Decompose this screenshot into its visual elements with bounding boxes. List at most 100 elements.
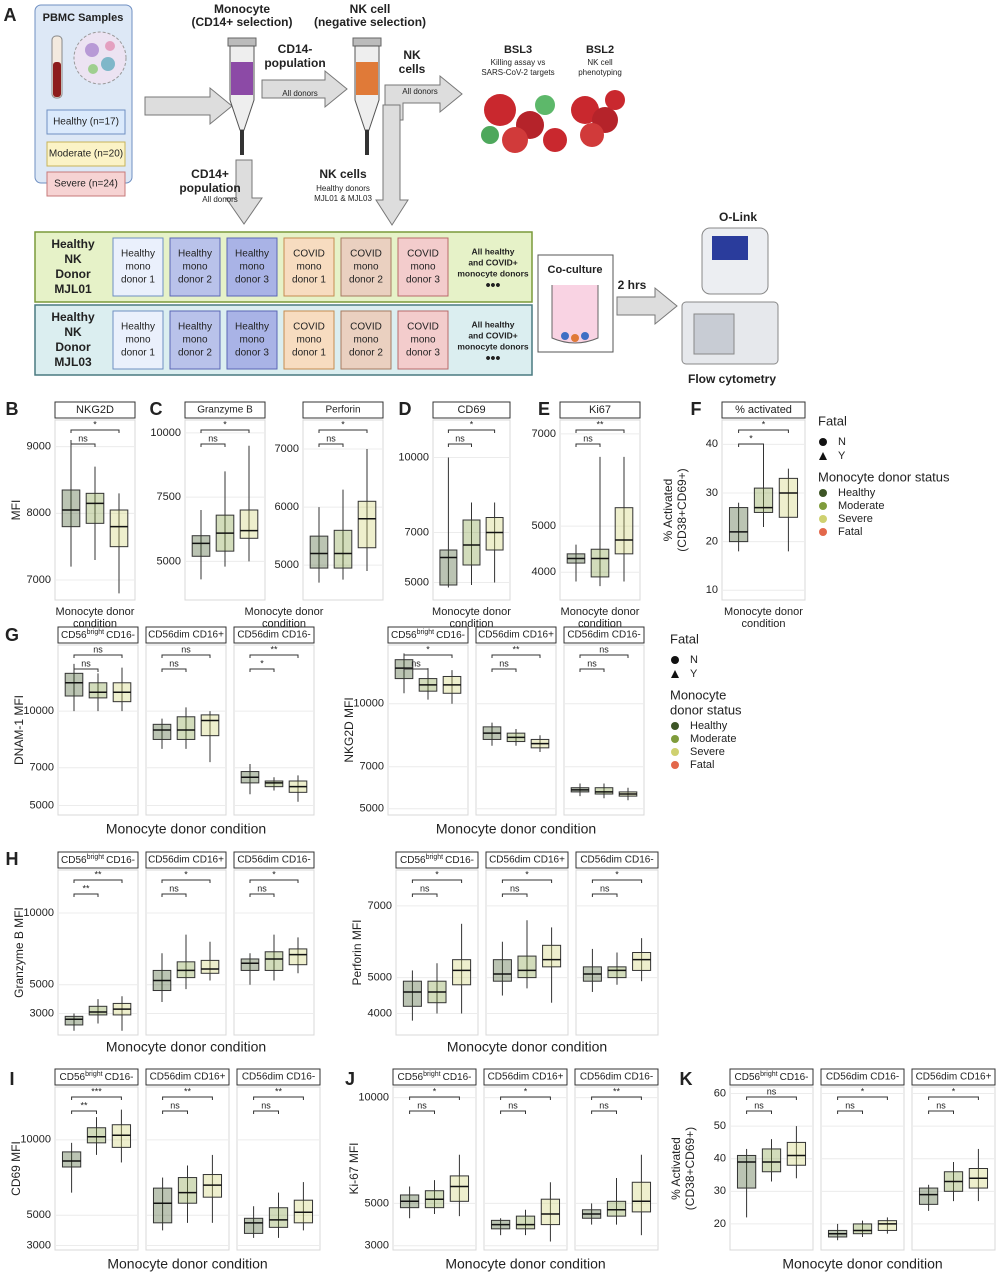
sig-label: ** <box>94 869 102 879</box>
box <box>288 948 308 966</box>
sig-label: ns <box>257 883 267 893</box>
facet-title: CD56dim CD16- <box>567 630 640 641</box>
y-tick-label: 7000 <box>405 526 429 538</box>
label: donor 2 <box>178 348 212 359</box>
legend-label: N <box>690 654 698 666</box>
facet-strip <box>184 401 266 419</box>
label: Healthy <box>178 249 212 260</box>
facet-title: CD56dim CD16+ <box>488 1072 564 1083</box>
mono-box <box>340 237 392 297</box>
y-axis-label: CD69 MFI <box>9 1141 23 1196</box>
label: NK cell <box>350 2 391 16</box>
box <box>264 780 284 788</box>
y-tick-label: 5000 <box>157 555 181 567</box>
sig-label: ns <box>169 883 179 893</box>
y-tick-label: 8000 <box>27 507 51 519</box>
box <box>64 672 84 697</box>
label: Healthy <box>121 322 155 333</box>
box <box>540 1198 561 1226</box>
facet-title-part: bright <box>426 854 444 861</box>
legend-shape <box>819 452 827 460</box>
sig-label: ns <box>78 433 88 443</box>
facet-title: CD56bright CD16- <box>60 1071 134 1083</box>
box <box>439 549 458 586</box>
label: Co-culture <box>548 264 603 276</box>
box <box>152 1187 173 1224</box>
y-axis-label: Perforin MFI <box>350 919 364 985</box>
y-tick-label: 3000 <box>27 1239 51 1251</box>
tube-content <box>231 62 253 95</box>
y-tick-label: 7000 <box>532 428 556 440</box>
sig-bracket <box>579 654 629 658</box>
tube-cap <box>352 37 382 47</box>
box <box>614 507 634 555</box>
sig-bracket <box>928 1096 979 1100</box>
facet-title: CD56dim CD16- <box>826 1072 899 1083</box>
sig-label: ** <box>82 883 90 893</box>
y-tick-label: 7000 <box>30 762 54 774</box>
sig-label: ns <box>181 644 191 654</box>
sig-bracket <box>575 443 601 447</box>
sig-label: ns <box>411 658 421 668</box>
label: Killing assay vs <box>491 58 546 67</box>
facet-title-part: CD56 <box>398 1072 424 1083</box>
y-tick-label: 3000 <box>30 1007 54 1019</box>
label: monocyte donors <box>457 341 529 351</box>
label: donor 2 <box>349 275 383 286</box>
facet-title: CD56dim CD16- <box>237 630 310 641</box>
label: All healthy <box>472 319 515 329</box>
mono-box <box>169 310 221 370</box>
box <box>631 1181 652 1213</box>
legend-swatch <box>819 515 827 523</box>
box <box>176 716 196 740</box>
facet-strip <box>233 626 315 644</box>
y-tick-label: 5000 <box>368 972 392 984</box>
facet-title-part: CD56 <box>735 1072 761 1083</box>
facet-title: Ki67 <box>589 404 611 416</box>
mono-box <box>226 310 278 370</box>
label: SARS-CoV-2 targets <box>481 68 554 77</box>
label: NK cells <box>319 167 367 181</box>
box <box>753 487 774 513</box>
box <box>64 1015 84 1026</box>
legend-swatch <box>671 722 679 730</box>
sig-bracket <box>249 654 299 658</box>
label: All donors <box>282 89 318 98</box>
y-tick-label: 40 <box>714 1153 726 1165</box>
sig-label: * <box>93 419 97 429</box>
sig-label: * <box>749 433 753 443</box>
tube-content <box>356 62 378 95</box>
box <box>877 1220 898 1231</box>
facet-strip <box>432 401 511 419</box>
sig-bracket <box>73 654 123 658</box>
facet-title: CD56dim CD16+ <box>148 630 224 641</box>
label: donor 3 <box>406 348 440 359</box>
sig-label: * <box>470 419 474 429</box>
x-axis-label: Monocyte donor <box>561 606 640 618</box>
label: O-Link <box>719 210 757 224</box>
box <box>239 509 259 539</box>
x-axis-label: Monocyte donor condition <box>436 821 596 837</box>
sig-bracket <box>161 879 211 883</box>
legend-label: Moderate <box>690 733 736 745</box>
legend-swatch <box>671 748 679 756</box>
facet-title-part: bright <box>760 1071 778 1078</box>
facet-title-part: CD56 <box>400 855 426 866</box>
facet-title: CD56dim CD16+ <box>478 630 554 641</box>
label: donor 2 <box>349 348 383 359</box>
y-axis-label: Granzyme B MFI <box>12 907 26 998</box>
legend-shape <box>819 438 827 446</box>
sig-bracket <box>161 654 211 658</box>
sig-bracket <box>447 429 496 433</box>
facet-strip <box>395 851 479 869</box>
olink-screen <box>712 236 748 260</box>
sig-label: ns <box>767 1086 777 1096</box>
panel-label: K <box>680 1069 693 1089</box>
mono-box <box>340 310 392 370</box>
legend-label: Severe <box>690 746 725 758</box>
facet-title-part: CD16- <box>780 1072 809 1083</box>
sig-label: ** <box>613 1086 621 1096</box>
mono-box <box>226 237 278 297</box>
facet-strip <box>236 1068 321 1086</box>
facet-title-part: CD16- <box>105 1072 134 1083</box>
